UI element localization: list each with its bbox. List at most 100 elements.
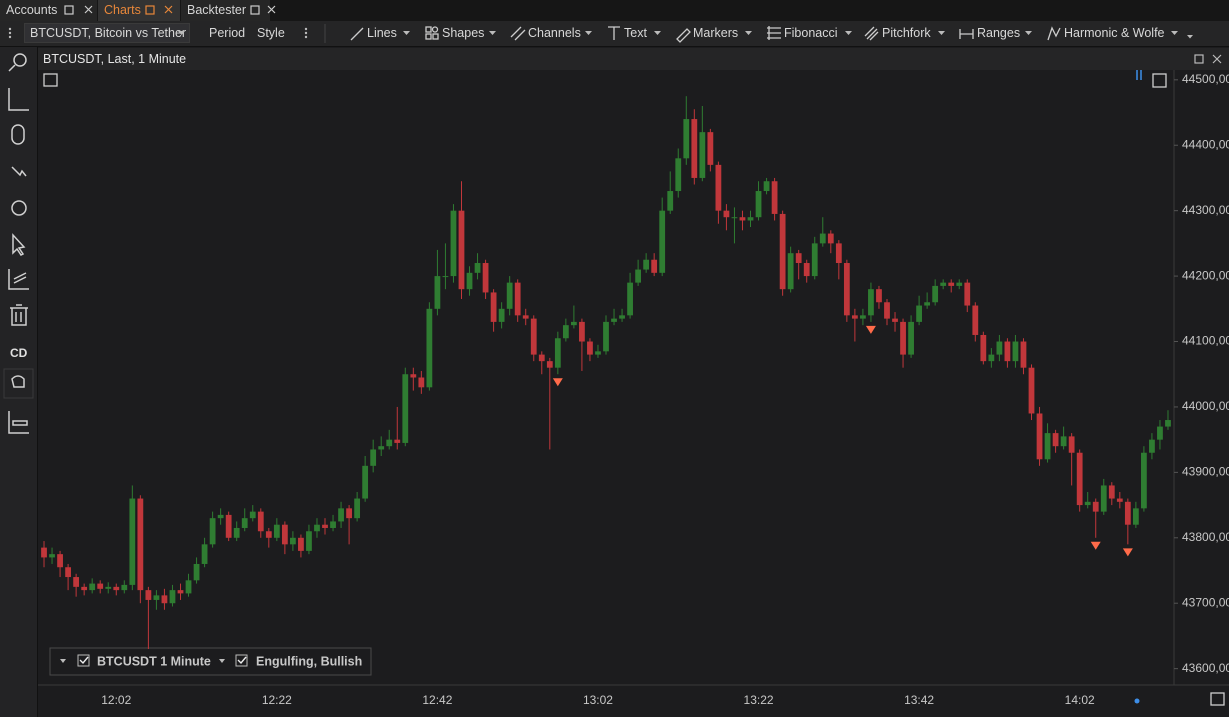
candle-body bbox=[1116, 498, 1123, 502]
candle-body bbox=[1092, 501, 1099, 512]
tab[interactable]: Charts bbox=[98, 0, 180, 21]
candle-body bbox=[884, 302, 890, 319]
tool-button[interactable]: Channels bbox=[528, 26, 581, 40]
tool-button[interactable]: Markers bbox=[693, 26, 739, 40]
pointer-icon[interactable] bbox=[12, 233, 26, 256]
tool-button[interactable]: Shapes bbox=[442, 26, 485, 40]
candle-body bbox=[73, 577, 80, 587]
search-icon[interactable] bbox=[13, 53, 27, 67]
refresh-icon[interactable] bbox=[11, 200, 27, 216]
candle-body bbox=[314, 524, 320, 532]
candle-body bbox=[65, 567, 71, 578]
candle-body bbox=[346, 508, 352, 519]
candle-body bbox=[1004, 341, 1011, 362]
candle-body bbox=[273, 524, 280, 538]
candle-body bbox=[570, 321, 577, 326]
legend-checkbox[interactable] bbox=[77, 654, 90, 667]
candle-body bbox=[49, 554, 55, 558]
x-tick-label: 12:02 bbox=[101, 693, 131, 707]
chart-header bbox=[38, 48, 1229, 70]
style-button[interactable]: Style bbox=[257, 26, 285, 40]
legend-arrow[interactable] bbox=[219, 659, 225, 663]
candle-body bbox=[924, 302, 931, 306]
tool-button[interactable]: Fibonacci bbox=[784, 26, 838, 40]
candle-body bbox=[755, 191, 762, 218]
tab-icons bbox=[64, 5, 276, 15]
y-tick-label: 43600,00 bbox=[1182, 661, 1229, 675]
sidebar-icons bbox=[3, 53, 34, 434]
candle-body bbox=[1076, 452, 1083, 506]
maximize-icon[interactable] bbox=[1152, 73, 1167, 88]
tool-button[interactable]: Ranges bbox=[977, 26, 1021, 40]
tab-label: Backtester bbox=[187, 3, 247, 17]
candle-body bbox=[105, 586, 112, 589]
candle-body bbox=[868, 289, 874, 316]
candle-body bbox=[787, 253, 794, 290]
candle-body bbox=[458, 210, 465, 290]
candle-body bbox=[57, 554, 63, 568]
candle-body bbox=[554, 338, 561, 368]
candle-body bbox=[402, 374, 409, 443]
candle-body bbox=[418, 377, 425, 388]
mouse-icon[interactable] bbox=[11, 124, 25, 145]
candle-body bbox=[161, 595, 168, 604]
candle-body bbox=[916, 305, 922, 322]
symbol-select[interactable] bbox=[24, 23, 190, 43]
candle-body bbox=[900, 321, 906, 355]
candle-body bbox=[490, 292, 497, 322]
hand-icon[interactable] bbox=[11, 375, 25, 388]
cursor-icon[interactable] bbox=[11, 166, 27, 177]
tool-button[interactable]: Pitchfork bbox=[882, 26, 931, 40]
tab[interactable]: Accounts bbox=[0, 0, 97, 21]
candle-body bbox=[1149, 439, 1155, 453]
plot-area bbox=[38, 70, 1174, 685]
candle-body bbox=[338, 508, 344, 522]
candle-body bbox=[394, 439, 401, 443]
candle-body bbox=[410, 374, 417, 378]
candle-body bbox=[530, 318, 537, 355]
candle-body bbox=[81, 586, 88, 591]
signal-marker bbox=[865, 325, 876, 334]
chart-settings-icon[interactable] bbox=[43, 73, 58, 87]
chart-title: BTCUSDT, Last, 1 Minute bbox=[43, 52, 187, 66]
legend-checkbox[interactable] bbox=[235, 654, 248, 667]
layers-icon[interactable] bbox=[8, 269, 29, 290]
candle-body bbox=[249, 511, 256, 519]
x-tick-label: 12:42 bbox=[422, 693, 452, 707]
candle-body bbox=[1124, 501, 1131, 525]
x-tick-label: 13:42 bbox=[904, 693, 934, 707]
tab[interactable]: Backtester bbox=[181, 0, 270, 21]
candle-body bbox=[980, 334, 987, 362]
candle-body bbox=[113, 586, 120, 591]
symbol-label: BTCUSDT, Bitcoin vs Tether bbox=[30, 26, 187, 40]
candle-body bbox=[434, 276, 441, 309]
cd-button[interactable]: CD bbox=[10, 346, 28, 360]
legend-indicator: Engulfing, Bullish bbox=[256, 654, 362, 668]
candle-body bbox=[972, 305, 979, 335]
candle-body bbox=[763, 181, 770, 192]
axis-icon[interactable] bbox=[8, 88, 29, 111]
candle-body bbox=[426, 308, 433, 388]
candle-body bbox=[771, 181, 778, 214]
panel-icon[interactable] bbox=[1210, 692, 1225, 706]
scroll-dot[interactable] bbox=[1134, 698, 1140, 704]
tool-button[interactable]: Lines bbox=[367, 26, 397, 40]
candle-body bbox=[643, 259, 650, 270]
legend-arrow[interactable] bbox=[60, 659, 66, 663]
trash-icon[interactable] bbox=[10, 304, 28, 326]
candle-body bbox=[835, 243, 842, 264]
candle-body bbox=[506, 282, 513, 309]
period-button[interactable]: Period bbox=[209, 26, 246, 40]
candle-body bbox=[145, 590, 152, 600]
scale-icon[interactable] bbox=[8, 411, 29, 434]
legend-series: BTCUSDT 1 Minute bbox=[97, 654, 211, 668]
candle-body bbox=[378, 446, 385, 450]
candle-body bbox=[1132, 508, 1139, 525]
candle-body bbox=[948, 282, 955, 286]
tool-button[interactable]: Harmonic & Wolfe bbox=[1064, 26, 1165, 40]
tool-button[interactable]: Text bbox=[624, 26, 647, 40]
candle-body bbox=[892, 318, 898, 322]
candle-body bbox=[932, 285, 939, 303]
y-tick-label: 44000,00 bbox=[1182, 399, 1229, 413]
window-icons bbox=[1194, 54, 1222, 64]
